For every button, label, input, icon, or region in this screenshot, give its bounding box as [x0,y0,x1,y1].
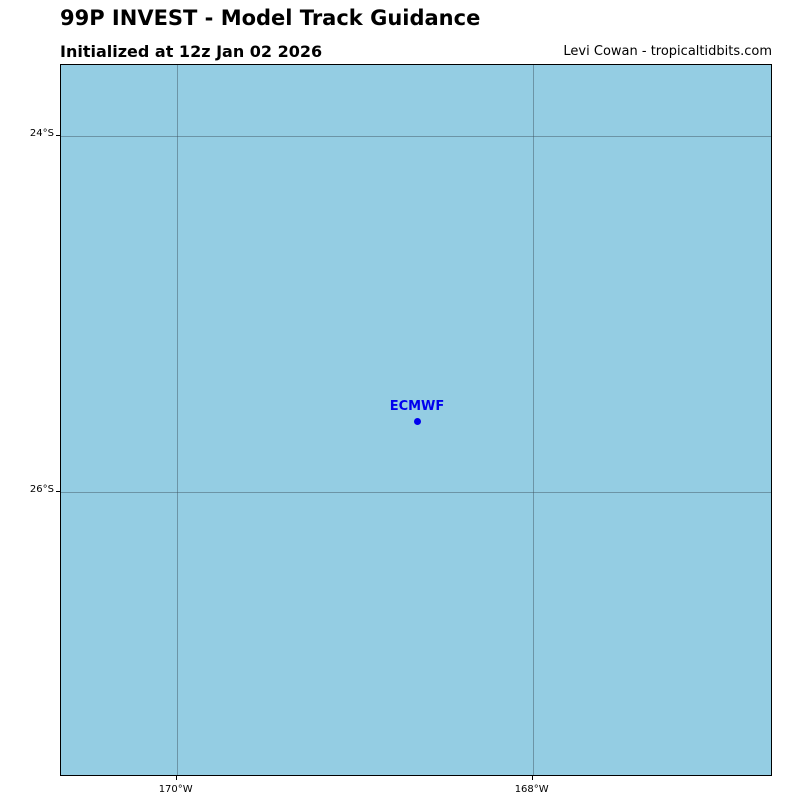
y-tick-mark [56,135,60,137]
x-tick-mark [175,776,177,780]
gridline-lon [532,65,534,775]
x-tick-label: 168°W [514,784,549,795]
model-label: ECMWF [389,399,445,414]
gridline-lat [61,136,771,138]
page-title: 99P INVEST - Model Track Guidance [60,6,481,30]
y-tick-label: 26°S [29,484,54,496]
init-time-subtitle: Initialized at 12z Jan 02 2026 [60,42,323,61]
credit-text: Levi Cowan - tropicaltidbits.com [563,44,772,59]
y-tick-label: 24°S [29,128,54,140]
model-position-marker[interactable] [413,417,421,425]
x-tick-mark [531,776,533,780]
x-tick-label: 170°W [158,784,193,795]
y-tick-mark [56,491,60,493]
map-area[interactable]: ECMWF [60,64,772,776]
gridline-lon [176,65,178,775]
gridline-lat [61,492,771,494]
